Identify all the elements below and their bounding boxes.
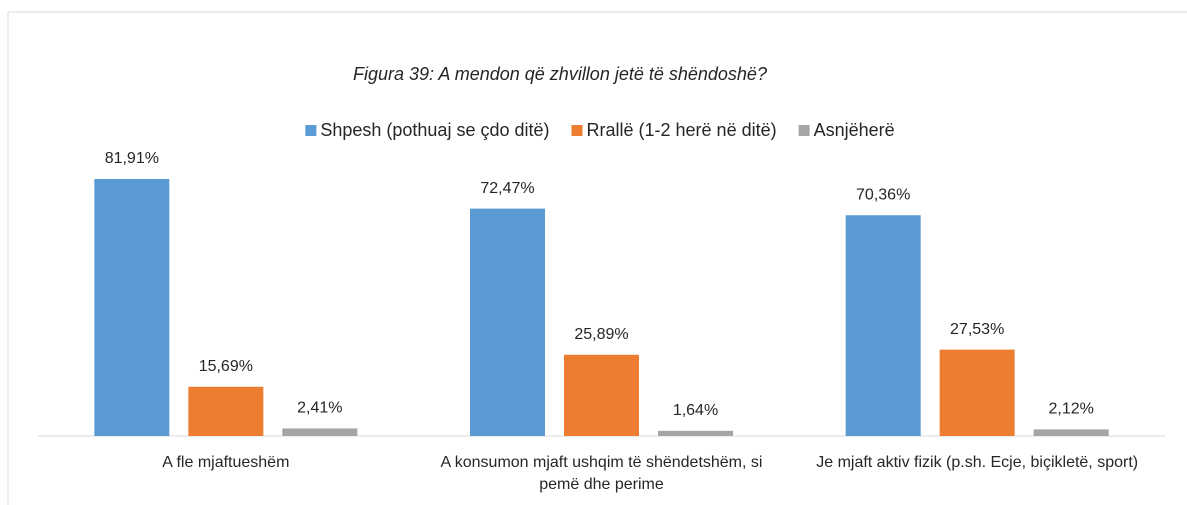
x-label-box: A konsumon mjaft ushqim të shëndetshëm, … bbox=[440, 454, 763, 493]
x-tick-label: A fle mjaftueshëm bbox=[162, 454, 290, 471]
bar bbox=[845, 215, 921, 436]
legend-swatch bbox=[798, 125, 810, 136]
chart-title: Figura 39: A mendon që zhvillon jetë të … bbox=[353, 64, 767, 84]
legend-label: Shpesh (pothuaj se çdo ditë) bbox=[320, 120, 549, 140]
bar bbox=[470, 208, 545, 436]
legend-swatch bbox=[305, 125, 317, 136]
value-label: 81,91% bbox=[105, 150, 159, 167]
x-tick-label: A konsumon mjaft ushqim të shëndetshëm, … bbox=[440, 454, 763, 493]
x-tick-label: Je mjaft aktiv fizik (p.sh. Ecje, biçikl… bbox=[816, 454, 1139, 471]
value-label: 1,64% bbox=[673, 402, 718, 419]
frame bbox=[7, 11, 1187, 505]
bar bbox=[939, 349, 1015, 436]
value-label: 25,89% bbox=[574, 326, 628, 343]
value-label: 27,53% bbox=[950, 321, 1004, 338]
legend-swatch bbox=[571, 125, 583, 136]
legend-label: Rrallë (1-2 herë në ditë) bbox=[587, 120, 777, 140]
value-label: 15,69% bbox=[199, 358, 253, 375]
x-label-box: Je mjaft aktiv fizik (p.sh. Ecje, biçikl… bbox=[816, 454, 1139, 471]
bar bbox=[1033, 429, 1109, 436]
legend: Shpesh (pothuaj se çdo ditë) Rrallë (1-2 … bbox=[305, 120, 895, 140]
bar bbox=[282, 428, 358, 436]
x-label-box: A fle mjaftueshëm bbox=[162, 454, 290, 471]
bar bbox=[94, 179, 170, 436]
bar bbox=[188, 386, 264, 436]
value-label: 2,12% bbox=[1048, 401, 1093, 418]
value-label: 70,36% bbox=[856, 186, 910, 203]
bar bbox=[564, 354, 639, 436]
legend-label: Asnjëherë bbox=[814, 120, 895, 140]
value-label: 2,41% bbox=[297, 400, 342, 417]
bar bbox=[658, 430, 733, 436]
value-label: 72,47% bbox=[480, 180, 534, 197]
